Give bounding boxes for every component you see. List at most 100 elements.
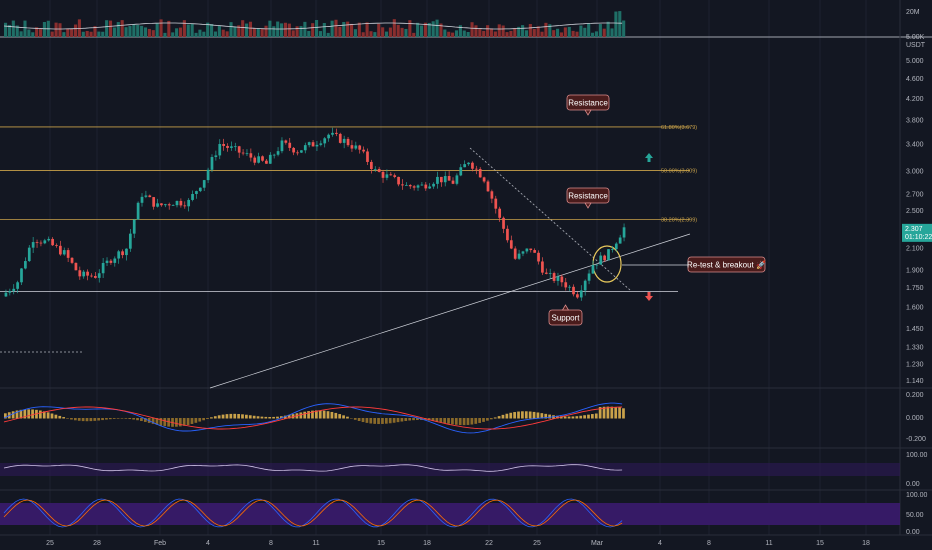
macd-histogram-bar	[116, 418, 120, 419]
macd-histogram-bar	[225, 414, 229, 419]
volume-bar	[35, 27, 39, 37]
macd-histogram-bar	[245, 414, 248, 419]
macd-histogram-bar	[556, 415, 559, 419]
candlestick-series[interactable]	[4, 127, 626, 301]
candle-body	[121, 251, 124, 256]
up-arrow-icon	[645, 153, 653, 162]
candle-body	[416, 185, 420, 188]
candle-body	[109, 260, 113, 263]
macd-histogram-bar	[493, 417, 497, 419]
volume-bar	[229, 22, 233, 37]
volume-bar	[544, 22, 548, 37]
volume-bar	[85, 30, 89, 37]
macd-histogram-bar	[517, 411, 520, 419]
macd-histogram-bar	[349, 418, 353, 419]
volume-bar	[614, 11, 618, 37]
volume-bar	[478, 28, 482, 37]
candle-body	[183, 205, 187, 207]
candle-body	[420, 184, 424, 186]
macd-histogram-bar	[357, 418, 361, 422]
candle-body	[179, 200, 183, 206]
macd-histogram-bar	[369, 418, 373, 424]
candle-body	[253, 157, 257, 163]
volume-bar	[237, 25, 241, 37]
candle-body	[463, 164, 467, 168]
callout-tail	[584, 109, 592, 116]
macd-histogram-bar	[155, 418, 159, 425]
volume-bar	[283, 22, 288, 37]
macd-histogram-bar	[206, 418, 209, 419]
macd-histogram-bar	[470, 418, 474, 425]
candle-body	[404, 184, 408, 186]
macd-histogram-bar	[540, 413, 544, 419]
price-tick-label: 2.500	[906, 208, 924, 215]
price-tick-label: 2.700	[906, 191, 924, 198]
volume-bar	[602, 28, 606, 37]
price-axis[interactable]: 5.000 4.600 4.200 3.800 3.400 3.000 2.700 2.500…	[902, 9, 932, 536]
callout-retest[interactable]: Re-test & breakout 🚀	[687, 256, 766, 273]
macd-histogram-bar	[132, 418, 136, 420]
candle-body	[272, 154, 276, 156]
candle-body	[447, 176, 451, 181]
candle-body	[128, 233, 132, 249]
candle-body	[455, 175, 459, 184]
rsi-tick-label: 0.00	[906, 481, 920, 488]
macd-histogram-bar	[610, 406, 614, 419]
candle-body	[560, 276, 564, 283]
candle-body	[214, 155, 218, 158]
time-tick-label: 11	[312, 540, 319, 547]
candle-body	[548, 273, 552, 274]
volume-bar	[567, 26, 571, 37]
macd-histogram-bar	[276, 416, 279, 419]
time-tick-label: Feb	[154, 540, 166, 547]
callout-label: Support	[551, 314, 580, 323]
volume-bar	[245, 23, 249, 37]
macd-histogram-bar	[194, 418, 198, 423]
volume-bar	[15, 25, 19, 37]
volume-bar	[322, 23, 326, 37]
candle-body	[62, 250, 66, 255]
macd-histogram-bar	[513, 412, 516, 419]
callout-support[interactable]: Support	[548, 304, 583, 326]
candle-body	[70, 257, 74, 263]
time-tick-label: 18	[423, 540, 431, 547]
candle-body	[117, 251, 121, 259]
volume-bar	[594, 31, 599, 37]
macd-histogram-bar	[544, 413, 548, 419]
annotation-callouts[interactable]: Resistance Resistance Support Re-test & bre…	[548, 94, 766, 326]
fib-levels: 61.80%(3.679) 50.00%(3.009) 38.20%(2.399)	[0, 125, 697, 292]
volume-bar	[66, 28, 70, 37]
candle-body	[474, 168, 478, 170]
candle-body	[315, 144, 319, 147]
macd-histogram-bar	[361, 418, 365, 423]
callout-resistance-mid[interactable]: Resistance	[566, 187, 610, 209]
candle-body	[55, 245, 58, 247]
candle-body	[292, 147, 295, 153]
macd-histogram-bar	[62, 417, 66, 419]
macd-histogram-bar	[19, 409, 23, 419]
time-tick-label: 18	[862, 540, 870, 547]
volume-bar	[217, 25, 221, 37]
candle-body	[591, 265, 595, 274]
candle-body	[74, 262, 78, 271]
volume-bar	[540, 31, 544, 37]
macd-histogram-bar	[85, 418, 89, 422]
candle-body	[171, 205, 175, 206]
macd-histogram-bar	[311, 410, 314, 419]
macd-histogram-bar	[575, 416, 579, 419]
macd-histogram-bar	[38, 410, 42, 419]
volume-bar	[101, 31, 105, 37]
volume-bar	[186, 24, 190, 37]
price-tick-label: 4.200	[906, 96, 924, 103]
callout-resistance-top[interactable]: Resistance	[566, 94, 610, 116]
candle-body	[517, 253, 521, 259]
candle-body	[579, 290, 583, 298]
candle-body	[210, 157, 214, 170]
candle-body	[595, 264, 599, 266]
time-axis[interactable]: 25 28 Feb 4 8 11 15 18 22 25 Mar 4 8 11 15 18	[46, 540, 870, 547]
candle-body	[167, 204, 171, 206]
current-price-tag	[902, 223, 932, 242]
candle-body	[66, 250, 70, 258]
macd-histogram-bar	[136, 418, 139, 421]
